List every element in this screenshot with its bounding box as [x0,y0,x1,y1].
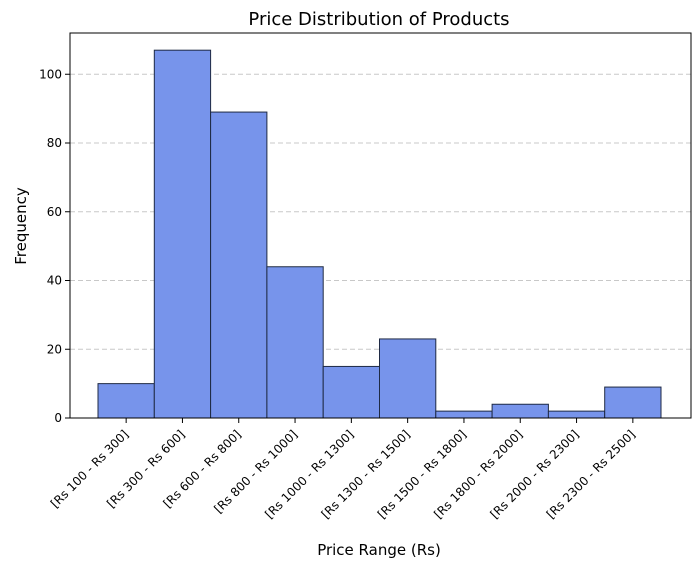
y-axis-label: Frequency [12,187,30,265]
x-axis-ticks: [Rs 100 - Rs 300][Rs 300 - Rs 600][Rs 60… [48,418,638,521]
x-axis-label: Price Range (Rs) [317,541,441,559]
bar-3 [210,111,268,419]
bar-5 [322,365,381,419]
y-tick-label: 60 [47,205,62,219]
y-tick-label: 100 [39,67,62,81]
y-tick-label: 20 [47,342,62,356]
bar-2 [153,49,212,419]
bars [97,49,662,419]
bar-10 [604,386,662,419]
bar-4 [266,266,324,419]
y-tick-label: 40 [47,274,62,288]
chart-title: Price Distribution of Products [248,9,509,30]
bar-1 [97,383,155,419]
y-tick-label: 80 [47,136,62,150]
y-axis-ticks: 0 20 40 60 80 100 [39,67,70,425]
bar-7 [435,410,493,419]
bar-8 [491,403,549,419]
y-tick-label: 0 [54,411,62,425]
bar-9 [547,410,606,419]
bar-6 [379,338,437,419]
plot-frame [69,32,692,419]
